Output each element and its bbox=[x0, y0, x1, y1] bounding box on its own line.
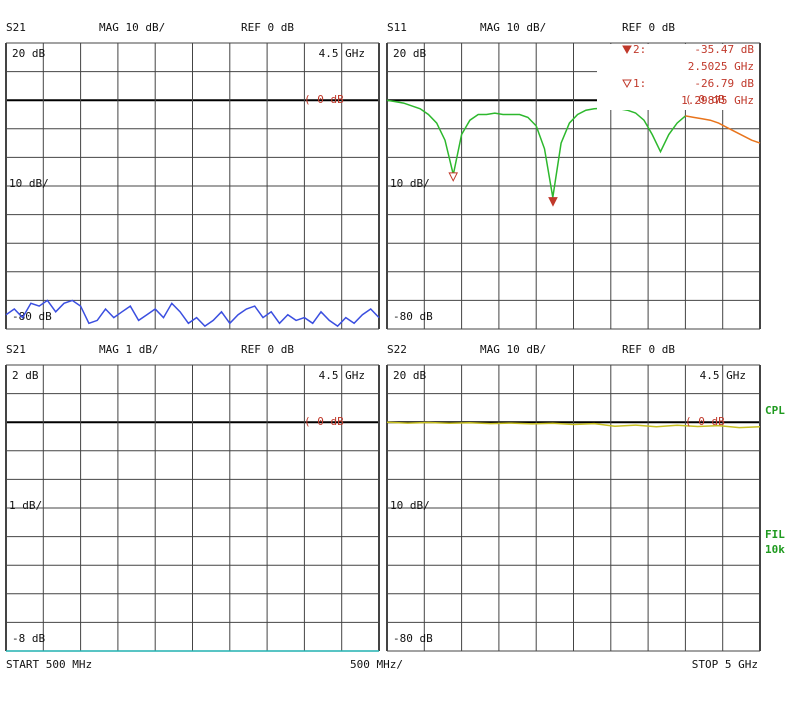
parameter-label: S22 bbox=[387, 343, 407, 356]
top-scale-label: 20 dB bbox=[12, 47, 45, 60]
scale-label: 10 dB/ bbox=[390, 499, 430, 512]
scale-label: 10 dB/ bbox=[390, 177, 430, 190]
scale-label: 10 dB/ bbox=[9, 177, 49, 190]
marker-icon bbox=[622, 45, 632, 55]
bottom-scale-label: -80 dB bbox=[393, 310, 433, 323]
reference-marker: ( 0 dB bbox=[304, 93, 344, 106]
marker-symbol bbox=[448, 172, 459, 182]
top-scale-label: 20 dB bbox=[393, 369, 426, 382]
span-label: 4.5 GHz bbox=[319, 47, 365, 60]
marker-frequency: 1.29875 GHz bbox=[681, 94, 754, 107]
reference-marker: ( 0 dB bbox=[685, 415, 725, 428]
bottom-scale-label: -8 dB bbox=[12, 632, 45, 645]
format-label: MAG 10 dB/ bbox=[480, 343, 546, 356]
marker-symbol bbox=[548, 197, 558, 207]
format-label: MAG 10 dB/ bbox=[99, 21, 165, 34]
format-label: MAG 1 dB/ bbox=[99, 343, 159, 356]
reference-label: REF 0 dB bbox=[622, 21, 675, 34]
marker-icon bbox=[622, 79, 632, 89]
start-label: START 500 MHz bbox=[6, 658, 92, 671]
span-label: 4.5 GHz bbox=[319, 369, 365, 382]
bottom-scale-label: -80 dB bbox=[393, 632, 433, 645]
parameter-label: S21 bbox=[6, 21, 26, 34]
top-scale-label: 20 dB bbox=[393, 47, 426, 60]
trace bbox=[386, 99, 686, 198]
coupling-label: CPL bbox=[765, 404, 785, 417]
span-label: 4.5 GHz bbox=[700, 369, 746, 382]
filter-label: FIL bbox=[765, 528, 785, 541]
marker-frequency: 2.5025 GHz bbox=[688, 60, 754, 73]
marker-value: -35.47 dB bbox=[694, 43, 754, 56]
reference-label: REF 0 dB bbox=[241, 343, 294, 356]
bandwidth-label: 10k bbox=[765, 543, 785, 556]
parameter-label: S21 bbox=[6, 343, 26, 356]
scale-label: 1 dB/ bbox=[9, 499, 42, 512]
reference-marker: ( 0 dB bbox=[304, 415, 344, 428]
marker-value: -26.79 dB bbox=[694, 77, 754, 90]
division-label: 500 MHz/ bbox=[350, 658, 403, 671]
stop-label: STOP 5 GHz bbox=[692, 658, 758, 671]
trace bbox=[5, 299, 380, 328]
format-label: MAG 10 dB/ bbox=[480, 21, 546, 34]
marker-info-box bbox=[597, 44, 759, 110]
reference-label: REF 0 dB bbox=[622, 343, 675, 356]
bottom-scale-label: -80 dB bbox=[12, 310, 52, 323]
parameter-label: S11 bbox=[387, 21, 407, 34]
reference-marker: ( 0 dB bbox=[685, 93, 725, 106]
marker-id: 1: bbox=[633, 77, 646, 90]
trace bbox=[386, 421, 761, 429]
top-scale-label: 2 dB bbox=[12, 369, 39, 382]
marker-id: 2: bbox=[633, 43, 646, 56]
trace bbox=[685, 115, 761, 144]
reference-label: REF 0 dB bbox=[241, 21, 294, 34]
